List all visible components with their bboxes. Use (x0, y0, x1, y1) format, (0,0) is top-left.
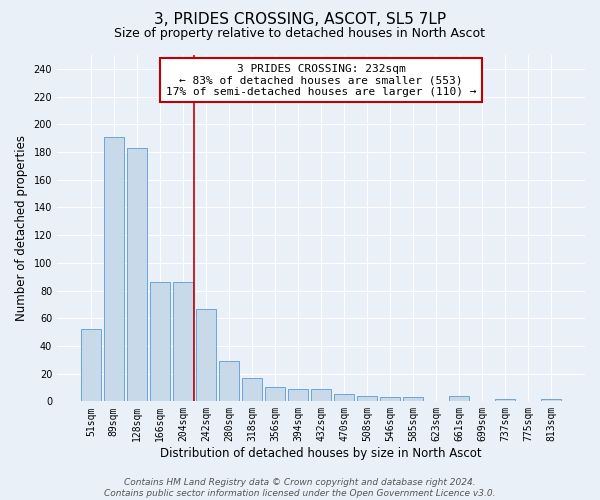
Bar (81, 330, 101, 402)
Bar (403, 397, 423, 402)
Text: Size of property relative to detached houses in North Ascot: Size of property relative to detached ho… (115, 28, 485, 40)
Bar (150, 282, 170, 402)
X-axis label: Distribution of detached houses by size in North Ascot: Distribution of detached houses by size … (160, 447, 482, 460)
Bar (496, 398, 515, 402)
Bar (196, 308, 216, 402)
Bar (127, 148, 146, 402)
Bar (242, 378, 262, 402)
Bar (334, 394, 354, 402)
Bar (541, 398, 561, 402)
Text: 3, PRIDES CROSSING, ASCOT, SL5 7LP: 3, PRIDES CROSSING, ASCOT, SL5 7LP (154, 12, 446, 28)
Bar (219, 361, 239, 402)
Text: 3 PRIDES CROSSING: 232sqm
← 83% of detached houses are smaller (553)
17% of semi: 3 PRIDES CROSSING: 232sqm ← 83% of detac… (166, 64, 476, 97)
Bar (288, 389, 308, 402)
Bar (104, 136, 124, 402)
Bar (173, 282, 193, 402)
Text: Contains HM Land Registry data © Crown copyright and database right 2024.
Contai: Contains HM Land Registry data © Crown c… (104, 478, 496, 498)
Bar (449, 396, 469, 402)
Bar (311, 389, 331, 402)
Bar (380, 397, 400, 402)
Y-axis label: Number of detached properties: Number of detached properties (15, 135, 28, 321)
Bar (357, 396, 377, 402)
Bar (265, 388, 285, 402)
